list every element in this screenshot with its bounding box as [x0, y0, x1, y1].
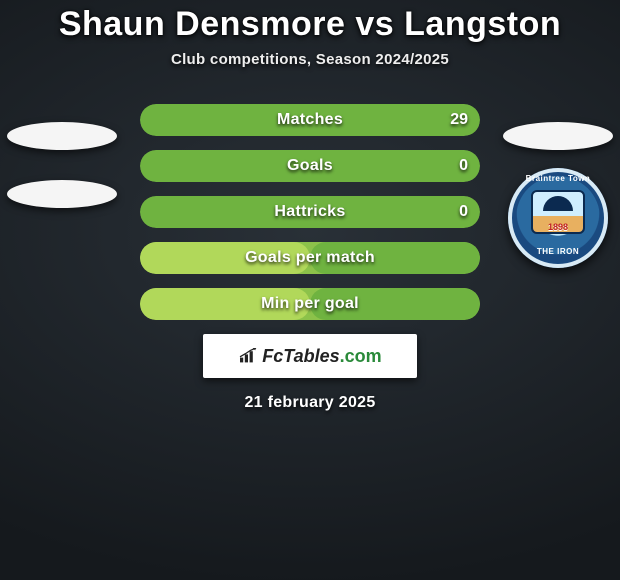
stats-container: Matches 29 Goals 0 Hattricks 0 Goals per match… — [0, 104, 620, 320]
bar-chart-icon — [238, 348, 258, 364]
date-label: 21 february 2025 — [244, 394, 375, 412]
stat-label: Hattricks — [274, 203, 345, 221]
stat-bar: Matches 29 — [140, 104, 480, 136]
logo-text-prefix: FcTables — [262, 346, 339, 366]
logo-text: FcTables.com — [262, 346, 381, 367]
stat-bar: Goals per match — [140, 242, 480, 274]
stat-bar: Hattricks 0 — [140, 196, 480, 228]
stat-value-right: 29 — [450, 111, 468, 129]
stat-label: Goals — [287, 157, 333, 175]
stat-label: Matches — [277, 111, 343, 129]
page-title: Shaun Densmore vs Langston — [59, 6, 561, 43]
stat-bar: Goals 0 — [140, 150, 480, 182]
stat-bar: Min per goal — [140, 288, 480, 320]
stat-value-right: 0 — [459, 203, 468, 221]
fctables-logo[interactable]: FcTables.com — [203, 334, 417, 378]
stat-label: Min per goal — [261, 295, 359, 313]
stat-label: Goals per match — [245, 249, 375, 267]
subtitle: Club competitions, Season 2024/2025 — [171, 51, 449, 68]
stat-value-right: 0 — [459, 157, 468, 175]
logo-text-suffix: .com — [340, 346, 382, 366]
